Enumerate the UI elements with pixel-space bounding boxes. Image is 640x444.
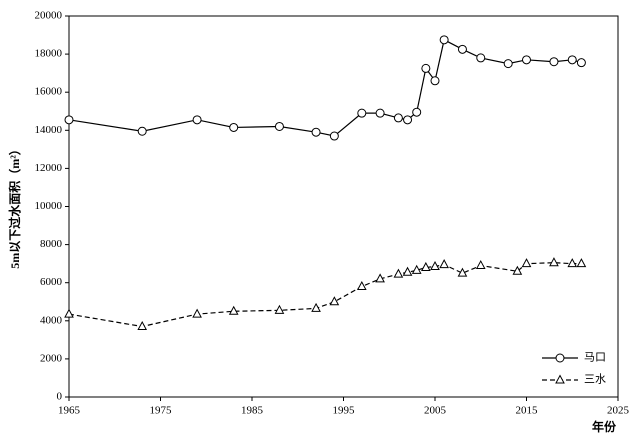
marker	[549, 57, 559, 67]
y-tick-label: 4000	[40, 314, 63, 326]
marker	[512, 265, 523, 275]
marker	[421, 261, 431, 271]
marker	[228, 305, 239, 315]
marker	[329, 131, 339, 141]
x-tick-label: 2015	[516, 405, 539, 417]
y-tick-label: 14000	[35, 124, 63, 136]
y-tick-label: 2000	[40, 352, 63, 364]
marker	[375, 108, 385, 118]
y-tick-label: 0	[57, 391, 63, 403]
marker	[393, 113, 403, 123]
marker	[192, 115, 202, 125]
marker	[137, 126, 147, 136]
marker	[356, 280, 367, 291]
y-tick-label: 10000	[35, 200, 63, 212]
marker	[503, 59, 513, 69]
x-tick-label: 1995	[333, 405, 356, 417]
y-tick-label: 20000	[35, 10, 63, 22]
marker	[274, 121, 284, 131]
marker	[576, 58, 586, 68]
marker	[64, 115, 74, 125]
x-tick-label: 2025	[607, 405, 630, 417]
marker	[402, 266, 413, 276]
y-tick-label: 18000	[35, 48, 63, 60]
marker	[311, 302, 321, 312]
marker	[375, 273, 385, 283]
marker	[64, 308, 74, 318]
legend-label: 三水	[584, 373, 606, 386]
marker	[311, 127, 321, 137]
marker	[576, 258, 587, 268]
marker	[475, 259, 486, 270]
marker	[403, 115, 413, 125]
marker	[549, 257, 559, 267]
marker	[476, 53, 486, 63]
marker	[192, 308, 202, 318]
marker	[567, 55, 577, 65]
legend-marker	[555, 374, 565, 384]
series-line	[68, 38, 582, 137]
y-tick-label: 6000	[40, 276, 63, 288]
x-tick-label: 1965	[58, 405, 81, 417]
marker	[229, 122, 239, 132]
legend-marker	[555, 353, 565, 363]
marker	[457, 44, 467, 54]
marker	[430, 76, 440, 86]
marker	[522, 55, 531, 65]
marker	[439, 35, 449, 45]
x-tick-label: 2005	[424, 405, 447, 417]
y-tick-label: 12000	[35, 162, 63, 174]
marker	[567, 258, 578, 268]
plot-frame	[68, 15, 619, 398]
y-tick-label: 16000	[35, 86, 63, 98]
x-tick-label: 1985	[241, 405, 264, 417]
marker	[357, 108, 367, 118]
marker	[411, 264, 422, 274]
marker	[329, 296, 340, 306]
x-tick-label: 1975	[150, 405, 173, 417]
legend-label: 马口	[584, 351, 606, 364]
marker	[521, 258, 532, 268]
marker	[457, 267, 468, 277]
marker	[393, 268, 404, 278]
y-tick-label: 8000	[40, 238, 63, 250]
series-line	[68, 262, 582, 328]
marker	[430, 260, 440, 271]
marker	[421, 63, 431, 73]
marker	[412, 107, 422, 117]
marker	[439, 259, 449, 269]
marker	[274, 304, 285, 314]
x-axis-label: 年份	[592, 419, 617, 434]
y-axis-label: 5m以下过水面积（m²）	[7, 143, 22, 269]
marker	[137, 320, 148, 331]
